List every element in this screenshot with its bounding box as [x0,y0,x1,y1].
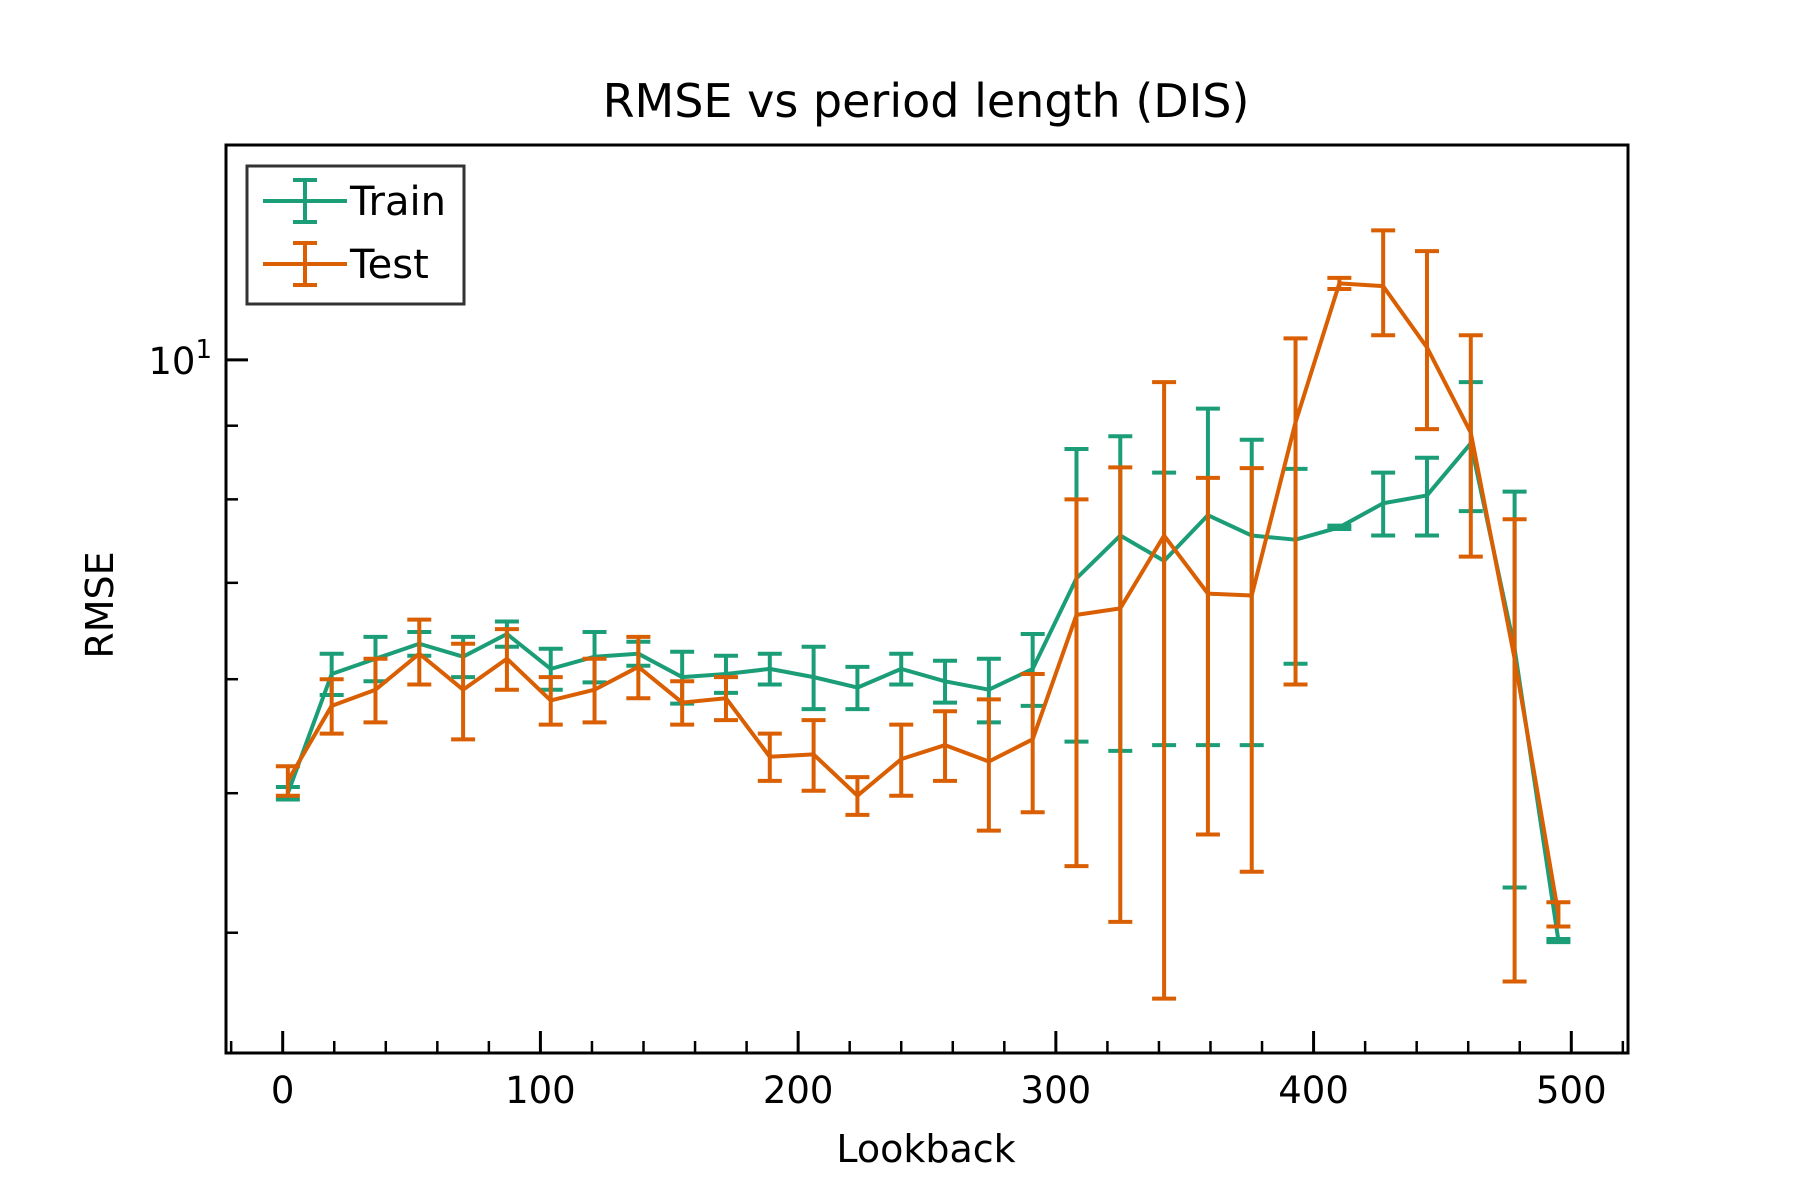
chart-title: RMSE vs period length (DIS) [603,74,1250,128]
legend-test-label: Test [349,242,429,288]
error-bar [801,644,826,712]
error-bar [1239,466,1264,874]
x-tick-label: 100 [505,1069,576,1112]
error-bar [1371,470,1396,538]
error-bar [1502,517,1527,984]
error-bar [889,722,914,798]
x-tick-label: 0 [271,1069,295,1112]
error-bar [933,709,958,783]
series-train [275,380,1571,945]
error-bar [845,664,870,712]
y-axis-label: RMSE [78,551,122,658]
error-bar [494,627,519,692]
error-bar [1327,523,1352,531]
error-bar [801,718,826,793]
legend-train-label: Train [349,179,446,225]
plot-frame [224,143,1630,1055]
error-bar [1327,275,1352,291]
x-tick-label: 400 [1278,1069,1349,1112]
error-bar [538,675,563,727]
y-tick-label: 101 [148,335,212,383]
x-tick-label: 200 [763,1069,834,1112]
error-bar [407,617,432,687]
error-bar [451,641,476,742]
error-bar [1283,336,1308,687]
error-bar [757,651,782,687]
series-line-test [286,281,1561,915]
error-bar [1371,228,1396,338]
error-bar [1152,380,1177,1001]
legend-train-marker [263,178,347,224]
legend-box [245,164,466,306]
error-bar [319,677,344,736]
series-layer [275,228,1571,1001]
error-bar [757,731,782,783]
series-line-train [285,441,1561,941]
x-axis-label: Lookback [836,1127,1015,1171]
error-bar [626,634,651,701]
error-bar [1195,475,1220,837]
error-bar [1108,465,1133,924]
legend: Train Test [245,164,466,306]
error-bar [713,675,738,723]
error-bar [1064,497,1089,869]
error-bar [275,764,300,798]
error-bar [889,651,914,687]
series-test [275,228,1571,1001]
legend-test-marker [263,241,347,287]
error-bar [1414,455,1439,538]
error-bar [1414,249,1439,432]
error-bar [363,656,388,725]
error-bar [1546,937,1571,945]
error-bar [976,697,1001,833]
error-bar [933,658,958,705]
error-bar [670,679,695,727]
x-tick-label: 500 [1536,1069,1607,1112]
error-bar [1458,333,1483,559]
error-bar [845,775,870,817]
error-bar [1546,900,1571,929]
error-bar [582,656,607,725]
error-bar [1020,672,1045,815]
x-tick-label: 300 [1021,1069,1092,1112]
ticks-layer: 0 100 200 300 400 500 101 [148,335,1625,1112]
